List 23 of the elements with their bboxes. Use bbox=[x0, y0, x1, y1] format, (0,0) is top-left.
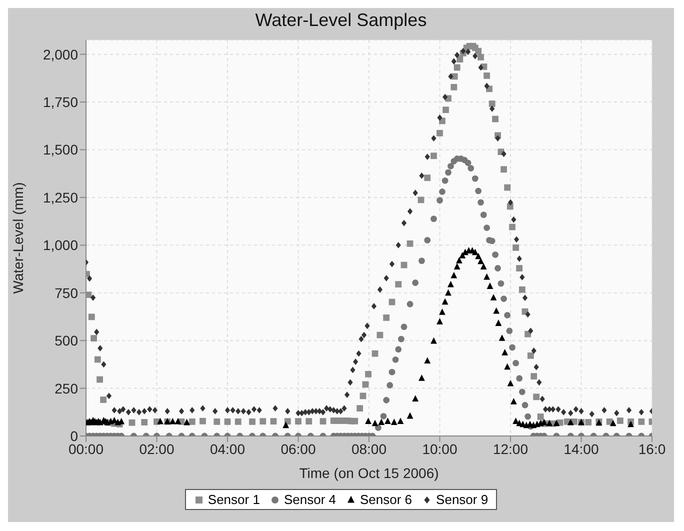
y-tick-label: 2,000 bbox=[42, 46, 78, 62]
chart-title: Water-Level Samples bbox=[254, 10, 428, 32]
legend-label: Sensor 6 bbox=[359, 492, 412, 507]
y-tick-label: 1,250 bbox=[42, 189, 78, 206]
x-tick-label: 08:00 bbox=[351, 440, 387, 457]
x-tick-label: 02:00 bbox=[139, 440, 174, 457]
x-axis-title: Time (on Oct 15 2006) bbox=[299, 465, 439, 481]
y-tick-label: 250 bbox=[54, 380, 78, 396]
x-tick-label: 06:00 bbox=[280, 440, 316, 457]
legend-label: Sensor 9 bbox=[435, 492, 488, 507]
y-tick-label: 750 bbox=[54, 284, 78, 301]
y-tick-label: 1,750 bbox=[42, 94, 78, 110]
x-tick-label: 14:00 bbox=[564, 440, 599, 457]
x-tick-label: 12:00 bbox=[492, 440, 528, 457]
x-tick-label: 16:0 bbox=[638, 440, 666, 457]
y-tick-label: 500 bbox=[54, 332, 78, 349]
y-tick-label: 1,000 bbox=[42, 237, 78, 254]
legend-label: Sensor 4 bbox=[282, 492, 336, 507]
y-axis-title: Water-Level (mm) bbox=[10, 182, 26, 294]
y-tick-label: 1,500 bbox=[42, 142, 78, 158]
x-tick-label: 04:00 bbox=[210, 440, 246, 457]
legend-label: Sensor 1 bbox=[206, 492, 260, 507]
x-tick-label: 10:00 bbox=[422, 440, 458, 457]
